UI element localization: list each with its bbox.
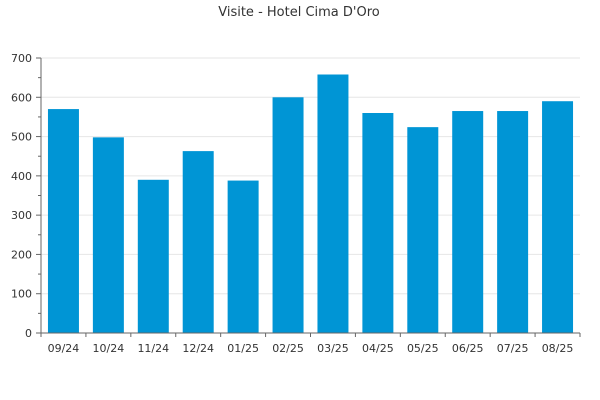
grid-lines: [41, 57, 580, 295]
bar: [227, 180, 259, 333]
bar: [182, 151, 214, 333]
x-tick-label: 08/25: [542, 342, 574, 355]
y-tick-label: 0: [25, 327, 32, 340]
bar: [272, 97, 304, 333]
x-axis: 09/24 10/24 11/24 12/24 01/25 02/25 03/25 04/25…: [40, 332, 581, 355]
x-tick-label: 04/25: [362, 342, 394, 355]
bar: [452, 111, 484, 333]
x-tick-label: 02/25: [272, 342, 304, 355]
y-tick-label: 600: [11, 91, 32, 104]
y-tick-label: 700: [11, 52, 32, 65]
y-tick-label: 400: [11, 170, 32, 183]
bar: [542, 101, 574, 334]
bar: [497, 111, 529, 333]
bar: [137, 179, 169, 333]
y-tick-label: 500: [11, 131, 32, 144]
chart-title: Visite - Hotel Cima D'Oro: [218, 5, 380, 20]
x-tick-label: 10/24: [93, 342, 125, 355]
x-tick-label: 03/25: [317, 342, 349, 355]
y-tick-label: 200: [11, 248, 32, 261]
bar: [362, 113, 394, 333]
bar: [407, 127, 439, 333]
x-tick-label: 07/25: [497, 342, 529, 355]
y-tick-label: 300: [11, 209, 32, 222]
bar: [47, 109, 79, 333]
x-tick-label: 06/25: [452, 342, 484, 355]
x-tick-label: 09/24: [48, 342, 80, 355]
x-tick-label: 12/24: [182, 342, 214, 355]
x-tick-label: 01/25: [227, 342, 259, 355]
x-tick-label: 11/24: [137, 342, 169, 355]
x-tick-label: 05/25: [407, 342, 439, 355]
y-axis: 0 100 200 300 400 500 600 700: [11, 52, 42, 340]
y-tick-label: 100: [11, 288, 32, 301]
bars: [47, 74, 574, 334]
bar: [317, 74, 349, 333]
bar: [92, 137, 124, 333]
